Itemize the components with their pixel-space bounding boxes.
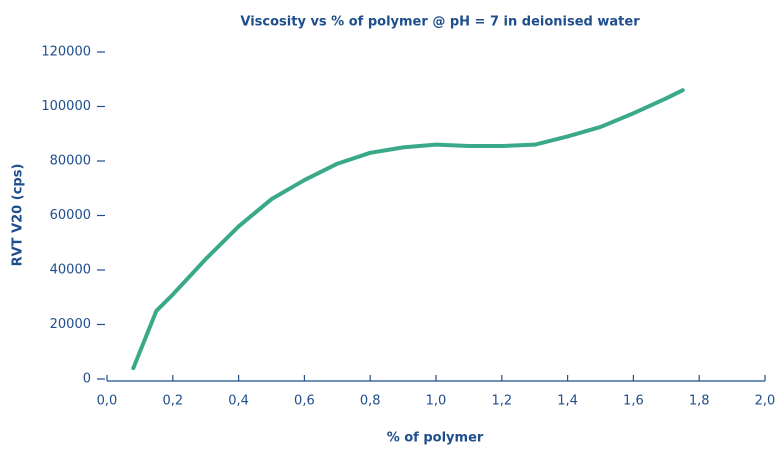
x-tick-label: 2,0: [755, 394, 776, 409]
x-tick-label: 0,4: [228, 394, 249, 409]
x-tick-label: 1,6: [623, 394, 644, 409]
x-tick-label: 0,2: [162, 394, 183, 409]
x-tick-label: 1,4: [557, 394, 578, 409]
x-tick-label: 0,8: [360, 394, 381, 409]
y-tick-label: 0: [83, 372, 91, 387]
y-tick-label: 20000: [50, 317, 91, 332]
chart-title: Viscosity vs % of polymer @ pH = 7 in de…: [240, 15, 640, 30]
x-tick-label: 0,6: [294, 394, 315, 409]
x-tick-label: 0,0: [97, 394, 118, 409]
y-tick-label: 60000: [50, 208, 91, 223]
y-tick-label: 80000: [50, 154, 91, 169]
x-axis-label: % of polymer: [387, 431, 484, 446]
x-tick-label: 1,2: [491, 394, 512, 409]
y-tick-label: 120000: [41, 45, 91, 60]
y-tick-label: 100000: [41, 99, 91, 114]
data-line: [131, 88, 685, 371]
y-tick-label: 40000: [50, 263, 91, 278]
y-axis-label: RVT V20 (cps): [11, 164, 26, 267]
x-tick-label: 1,0: [426, 394, 447, 409]
x-tick-label: 1,8: [689, 394, 710, 409]
